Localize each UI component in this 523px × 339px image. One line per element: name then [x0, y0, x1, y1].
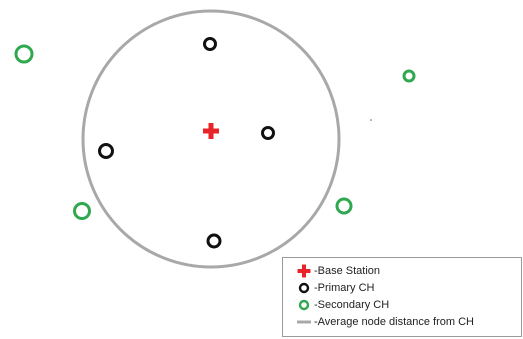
base-station-icon — [297, 264, 311, 278]
legend-item-secondary-ch: -Secondary CH — [297, 297, 389, 313]
legend-item-primary-ch: -Primary CH — [297, 280, 375, 296]
legend-label: -Base Station — [314, 265, 381, 277]
average-distance-line-icon — [297, 315, 311, 329]
secondary-ch-node — [402, 69, 416, 83]
primary-ch-node — [261, 126, 275, 140]
legend-label: -Secondary CH — [314, 299, 390, 311]
primary-ch-node — [206, 233, 222, 249]
legend: -Base Station -Primary CH -Secondary CH … — [282, 257, 522, 337]
legend-item-base-station: -Base Station — [297, 263, 380, 279]
secondary-ch-icon — [297, 298, 311, 312]
base-station-icon — [203, 123, 219, 139]
secondary-ch-node — [335, 197, 353, 215]
secondary-ch-node — [73, 202, 91, 220]
primary-ch-node — [98, 143, 114, 159]
secondary-ch-node — [14, 44, 34, 64]
stray-dot — [370, 119, 372, 121]
legend-label: -Primary CH — [314, 282, 375, 294]
legend-item-average-distance: -Average node distance from CH — [297, 314, 474, 330]
primary-ch-node — [203, 37, 217, 51]
primary-ch-icon — [297, 281, 311, 295]
base-station — [203, 123, 219, 139]
average-distance-circle — [81, 9, 341, 269]
legend-label: -Average node distance from CH — [314, 316, 474, 328]
